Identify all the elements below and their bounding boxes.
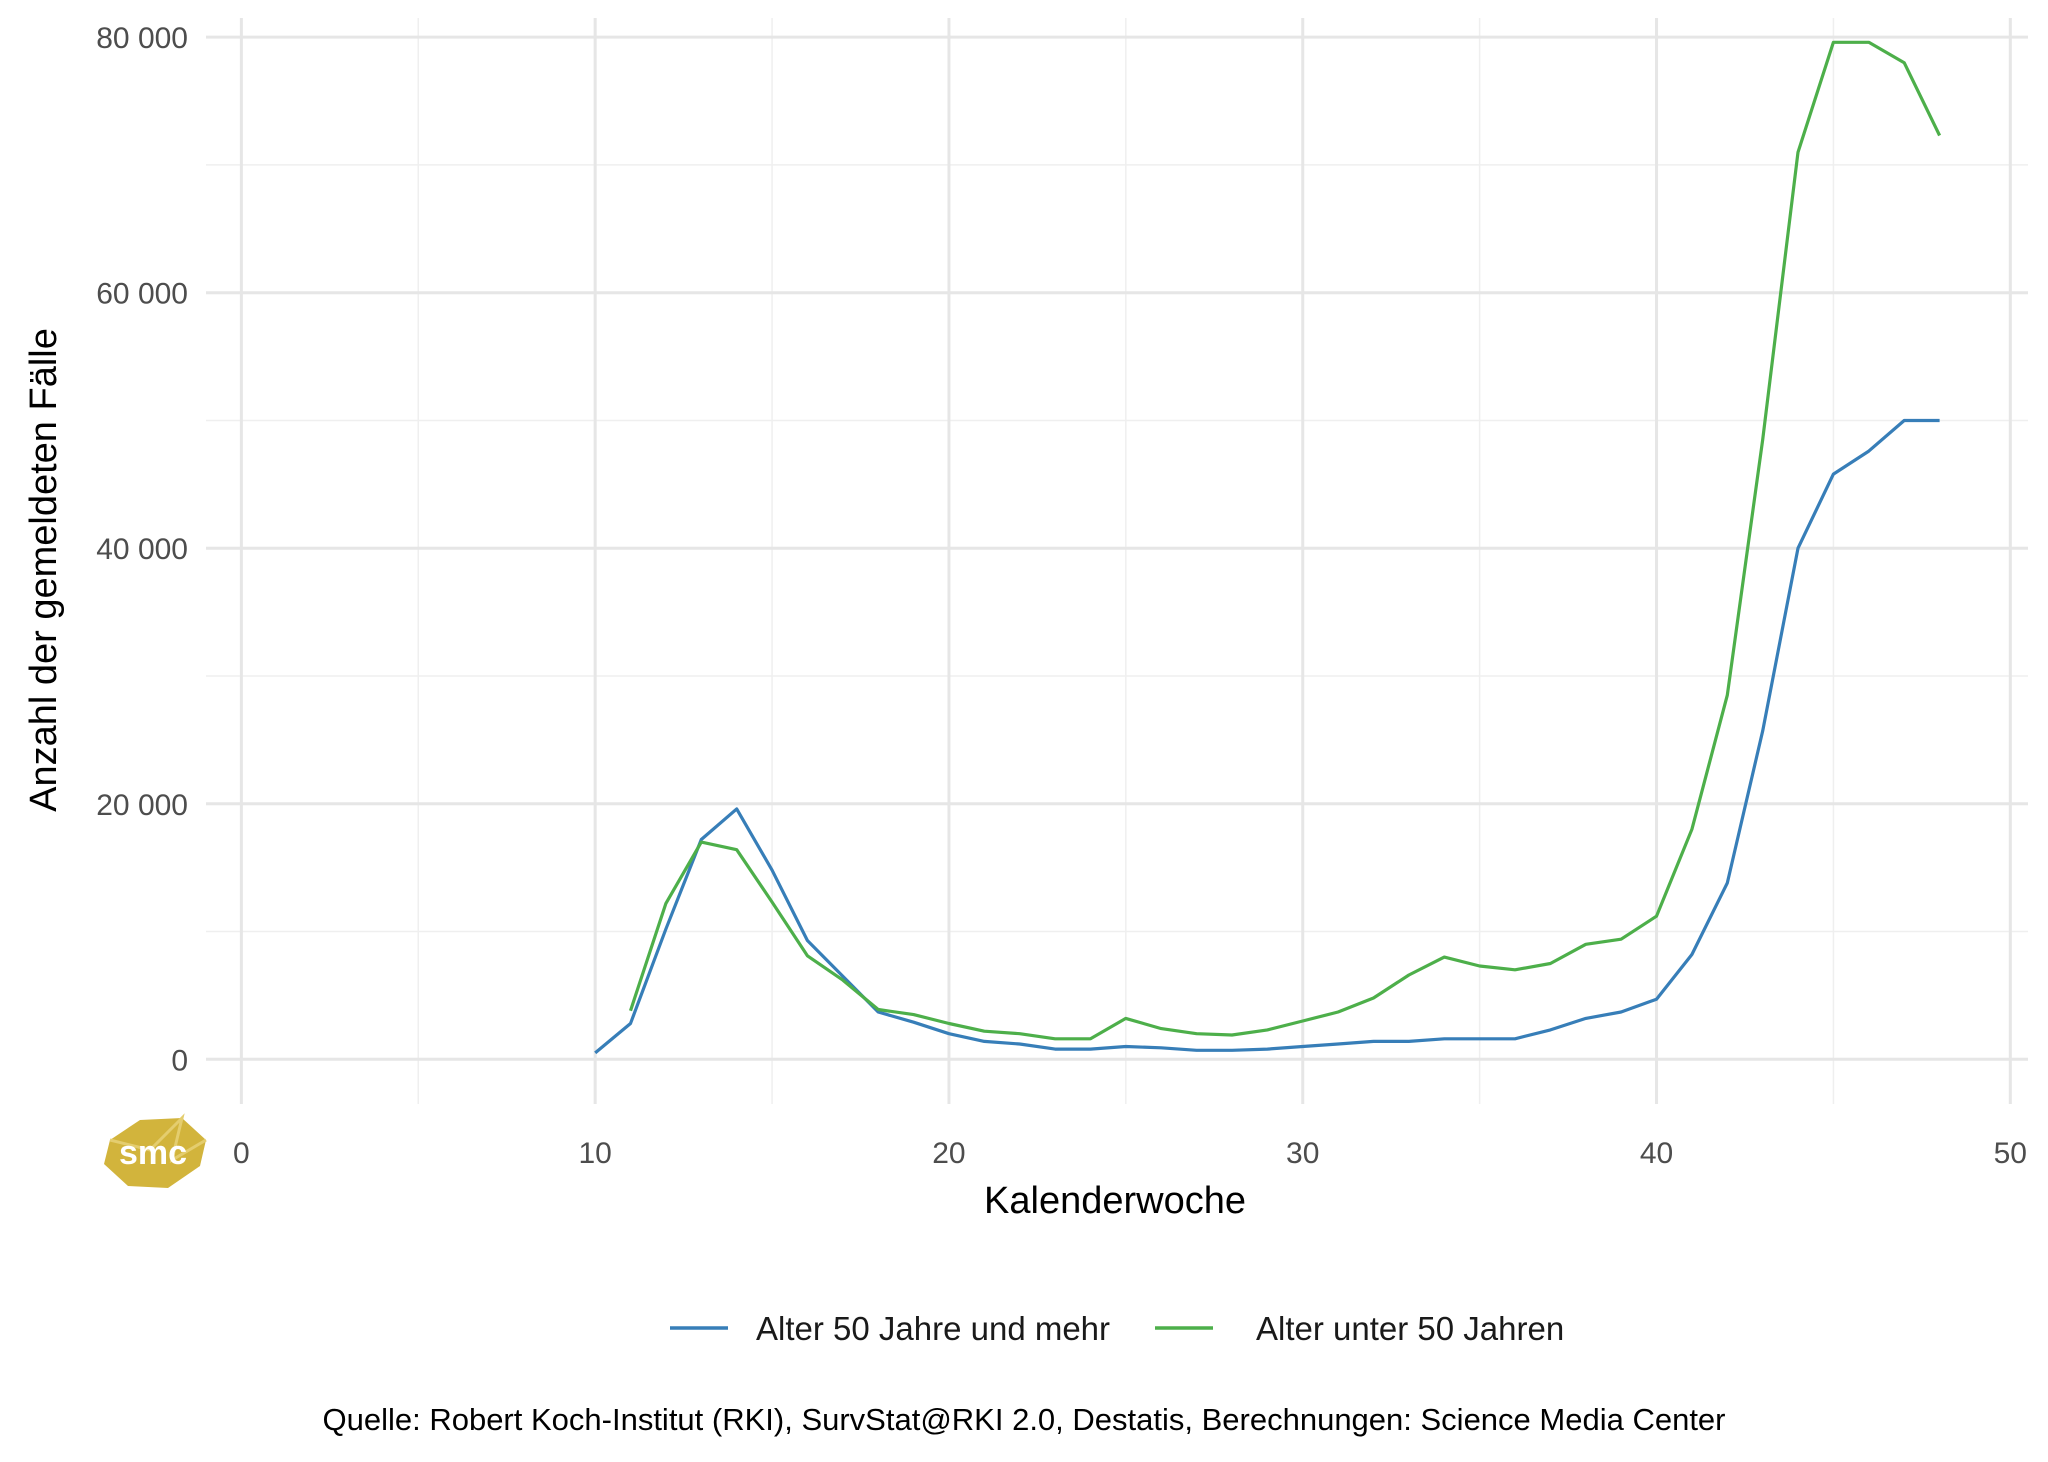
x-tick-label: 30: [1286, 1137, 1319, 1170]
smc-logo: smc: [104, 1113, 207, 1188]
chart-caption: Quelle: Robert Koch-Institut (RKI), Surv…: [322, 1402, 1725, 1437]
y-tick-label: 0: [171, 1044, 188, 1077]
y-tick-label: 80 000: [96, 22, 188, 55]
legend-label-1: Alter 50 Jahre und mehr: [756, 1310, 1110, 1347]
x-tick-label: 20: [932, 1137, 965, 1170]
series-line-2: [628, 40, 1942, 1041]
smc-logo-shape: [104, 1118, 206, 1188]
x-tick-label: 0: [233, 1137, 250, 1170]
legend-label-2: Alter unter 50 Jahren: [1256, 1310, 1564, 1347]
y-tick-label: 40 000: [96, 533, 188, 566]
x-tick-label: 50: [1994, 1137, 2027, 1170]
x-tick-label: 10: [578, 1137, 611, 1170]
legend: Alter 50 Jahre und mehr Alter unter 50 Ja…: [670, 1310, 1564, 1347]
grid: [206, 18, 2028, 1104]
series-layer: [594, 40, 1942, 1055]
y-tick-label: 20 000: [96, 789, 188, 822]
x-axis-title: Kalenderwoche: [984, 1180, 1246, 1222]
smc-logo-facets: [109, 1113, 207, 1164]
x-tick-label: 40: [1640, 1137, 1673, 1170]
smc-logo-text: smc: [119, 1134, 187, 1172]
y-tick-label: 60 000: [96, 278, 188, 311]
series-line-1: [594, 418, 1940, 1055]
x-axis-ticks: 0 10 20 30 40 50: [233, 1137, 2027, 1170]
y-axis-ticks: 0 20 000 40 000 60 000 80 000: [96, 22, 188, 1077]
y-axis-title: Anzahl der gemeldeten Fälle: [23, 328, 65, 812]
